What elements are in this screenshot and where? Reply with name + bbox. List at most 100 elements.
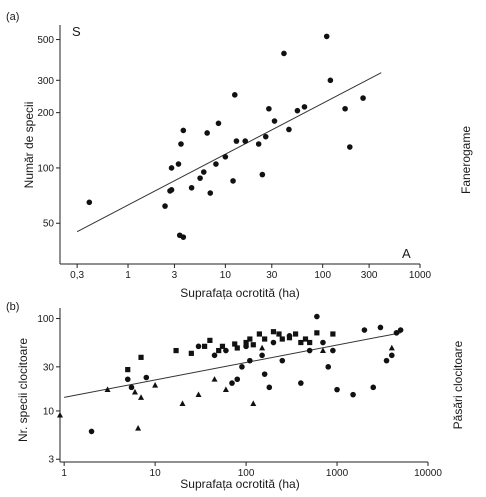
panel-b-point-square [202, 343, 208, 349]
panel-a-x-axis-title: Suprafața ocrotită (ha) [180, 286, 299, 300]
panel-b-point-circle [195, 343, 202, 350]
panel-a-regression-line [76, 72, 382, 233]
panel-b-point-circle [279, 357, 286, 364]
panel-a-point-circle [262, 133, 269, 140]
panel-b-point-square [279, 336, 285, 342]
panel-b-x-axis-title: Suprafața ocrotită (ha) [180, 477, 299, 491]
panel-b-point-square [234, 345, 240, 351]
panel-a-point-circle [207, 190, 214, 196]
panel-b-point-triangle [222, 386, 229, 393]
panel-a-point-circle [255, 141, 262, 147]
panel-a-point-circle [266, 105, 272, 112]
panel-a-point-circle [175, 161, 182, 167]
panel-a-point-circle [294, 107, 301, 114]
panel-a-y-tick-label: 200 [37, 108, 54, 119]
panel-b-y-axis-title: Nr. specii clocitoare [16, 338, 30, 442]
panel-b-point-square [243, 339, 249, 346]
panel-a-point-circle [231, 92, 238, 98]
panel-b-point-square [219, 343, 226, 349]
panel-a-x-tick-label: 100 [314, 270, 331, 281]
panel-b-point-circle [389, 352, 395, 359]
panel-b-point-square [247, 336, 253, 342]
panel-b-point-square [125, 367, 131, 373]
panel-a-point-circle [168, 187, 175, 193]
panel-a-y-tick-label: 500 [37, 35, 54, 46]
panel-b-point-triangle [131, 388, 138, 395]
panel-b-point-triangle [179, 400, 186, 407]
panel-b-point-triangle [152, 381, 159, 388]
panel-a-point-circle [271, 118, 278, 124]
panel-a-x-tick-label: 30 [266, 270, 278, 281]
panel-a-point-circle [233, 138, 240, 144]
panel-b-point-circle [247, 357, 253, 364]
panel-b-plot: 1 10 100 1000 10000 3 10 30 100 [37, 308, 442, 479]
panel-a-point-circle [180, 127, 187, 134]
panel-b-point-circle [397, 327, 404, 333]
panel-a-x-tick-label: 300 [361, 270, 378, 281]
panel-b-point-triangle [104, 386, 111, 393]
panel-a-point-circle [259, 171, 266, 178]
panel-a-y-tick-label: 300 [37, 76, 54, 87]
panel-a-label: (a) [6, 11, 19, 23]
panel-a-point-circle [215, 120, 222, 127]
panel-a-point-circle [342, 105, 348, 112]
panel-a-corner-s: S [72, 24, 81, 39]
panel-b-point-triangle [135, 425, 142, 431]
panel-b-point-triangle [138, 394, 145, 400]
panel-a-point-circle [230, 178, 236, 184]
panel-b-point-square [276, 331, 282, 337]
panel-b-point-circle [259, 352, 265, 359]
panel-b-x-tick-label: 10 [150, 468, 162, 479]
panel-b-point-square [138, 354, 144, 360]
panel-b-point-circle [383, 357, 390, 364]
panel-b-point-circle [88, 428, 95, 435]
panel-b-point-circle [211, 352, 218, 359]
panel-a-point-circle [281, 50, 287, 57]
panel-a-side-label: Fanerogame [459, 126, 473, 194]
panel-b-point-circle [239, 364, 245, 370]
panel-b-point-circle [128, 384, 135, 391]
panel-b-point-triangle [57, 411, 63, 418]
panel-b-point-circle [261, 371, 268, 377]
panel-b-point-circle [234, 376, 241, 383]
panel-a-x-tick-label: 3 [172, 270, 178, 281]
panel-b-point-square [286, 335, 293, 341]
panel-a-point-circle [286, 126, 292, 133]
panel-b-point-circle [377, 324, 384, 331]
panel-b-point-square [256, 331, 262, 337]
panel-b-point-circle [350, 391, 356, 398]
panel-a-point-circle [360, 95, 366, 101]
panel-a-point-circle [200, 169, 207, 175]
panel-b-point-triangle [195, 391, 202, 398]
panel-a-point-circle [327, 77, 334, 84]
panel-b-point-circle [143, 374, 150, 381]
panel-a-point-circle [213, 161, 219, 167]
panel-a-point-circle [197, 175, 203, 181]
panel-b-point-circle [361, 327, 368, 333]
panel-b-point-square [250, 342, 256, 348]
panel-b-point-circle [306, 347, 313, 354]
panel-b-point-circle [370, 384, 377, 391]
panel-b-point-circle [334, 386, 340, 393]
panel-b-point-square [307, 339, 313, 346]
panel-b-point-square [270, 329, 277, 335]
panel-a-x-tick-label: 0,3 [70, 270, 84, 281]
panel-a-point-circle [188, 184, 195, 191]
panel-a-point-circle [168, 165, 175, 171]
panel-b-regression-line [64, 332, 401, 398]
panel-a-x-tick-label: 1 [125, 270, 131, 281]
panel-b-point-circle [124, 376, 131, 383]
panel-a-point-circle [178, 141, 184, 147]
panel-b-x-tick-label: 100 [238, 468, 255, 479]
panel-b-x-tick-label: 10000 [414, 468, 442, 479]
panel-a-point-circle [180, 234, 187, 240]
panel-b-y-tick-label: 10 [43, 406, 55, 417]
panel-a-point-circle [162, 203, 168, 209]
panel-b-point-square [216, 347, 222, 354]
panel-b-point-square [298, 339, 304, 346]
panel-b-x-tick-label: 1 [61, 468, 67, 479]
panel-b-point-circle [229, 380, 235, 386]
panel-b-point-circle [298, 380, 304, 386]
panel-b-point-square [173, 347, 179, 354]
panel-b-y-tick-label: 3 [48, 455, 54, 466]
